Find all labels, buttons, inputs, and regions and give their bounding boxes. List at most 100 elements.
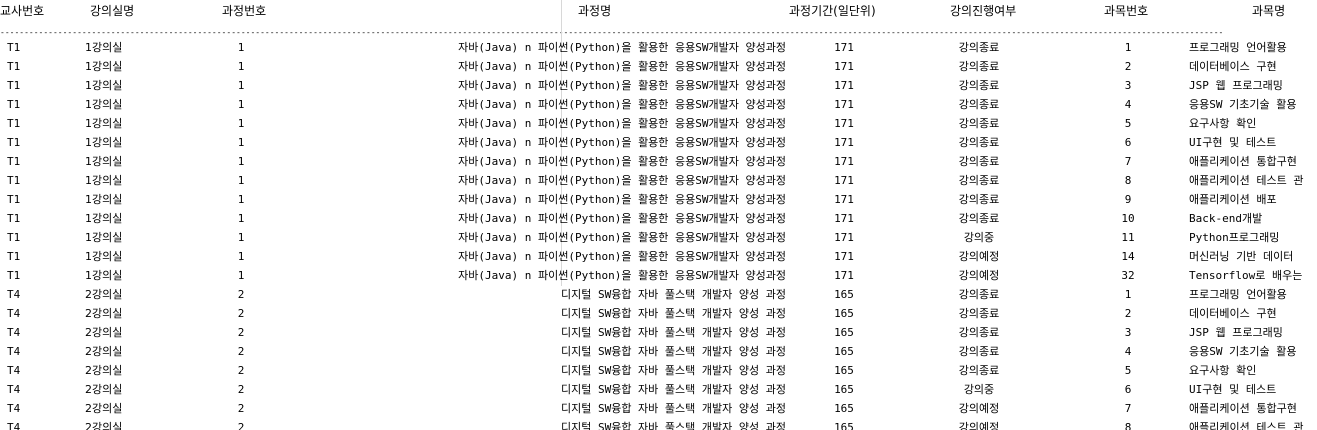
cell-lecture-status: 강의종료 [958, 60, 1000, 73]
table-row[interactable]: T1 1강의실 1 자바(Java) n 파이썬(Python)을 활용한 응용SW개… [0, 114, 1317, 133]
cell-teacher-id: T1 [7, 269, 21, 282]
cell-course-id: 1 [237, 193, 245, 206]
header-separator-line: ----------------------------------------… [0, 30, 1224, 36]
cell-subject-id: 32 [1121, 269, 1135, 282]
cell-course-name: 자바(Java) n 파이썬(Python)을 활용한 응용SW개발자 양성과정 [458, 41, 786, 54]
table-row[interactable]: T1 1강의실 1 자바(Java) n 파이썬(Python)을 활용한 응용SW개… [0, 38, 1317, 57]
cell-course-duration: 171 [834, 136, 854, 149]
cell-lecture-status: 강의종료 [958, 117, 1000, 130]
header-room-name[interactable]: 강의실명 [90, 4, 135, 18]
table-row[interactable]: T4 2강의실 2 디지털 SW융합 자바 풀스택 개발자 양성 과정 165 강의종료 2… [0, 304, 1317, 323]
cell-subject-id: 7 [1124, 155, 1132, 168]
cell-course-id: 1 [237, 212, 245, 225]
cell-subject-name: JSP 웹 프로그래밍 [1189, 79, 1283, 92]
table-row[interactable]: T1 1강의실 1 자바(Java) n 파이썬(Python)을 활용한 응용SW개… [0, 76, 1317, 95]
header-course-duration[interactable]: 과정기간(일단위) [789, 4, 876, 18]
cell-course-duration: 165 [834, 402, 854, 415]
cell-subject-name: 데이터베이스 구현 [1189, 60, 1277, 73]
cell-room-name: 1강의실 [85, 231, 123, 244]
cell-course-duration: 165 [834, 326, 854, 339]
cell-teacher-id: T4 [7, 421, 21, 430]
cell-course-duration: 165 [834, 383, 854, 396]
cell-subject-name: 애플리케이션 통합구현 [1189, 155, 1297, 168]
cell-subject-name: UI구현 및 테스트 [1189, 136, 1277, 149]
cell-subject-id: 8 [1124, 174, 1132, 187]
cell-course-name: 디지털 SW융합 자바 풀스택 개발자 양성 과정 [560, 421, 786, 430]
table-row[interactable]: T1 1강의실 1 자바(Java) n 파이썬(Python)을 활용한 응용SW개… [0, 95, 1317, 114]
cell-course-id: 2 [237, 288, 245, 301]
cell-course-name: 자바(Java) n 파이썬(Python)을 활용한 응용SW개발자 양성과정 [458, 174, 786, 187]
cell-room-name: 2강의실 [85, 402, 123, 415]
header-course-id[interactable]: 과정번호 [222, 4, 267, 18]
header-lecture-status[interactable]: 강의진행여부 [950, 4, 1017, 18]
header-teacher-id[interactable]: 교사번호 [0, 4, 45, 18]
table-row[interactable]: T1 1강의실 1 자바(Java) n 파이썬(Python)을 활용한 응용SW개… [0, 57, 1317, 76]
cell-lecture-status: 강의종료 [958, 155, 1000, 168]
cell-subject-name: 프로그래밍 언어활용 [1189, 41, 1287, 54]
cell-lecture-status: 강의종료 [958, 174, 1000, 187]
cell-subject-name: 응용SW 기초기술 활용 [1189, 98, 1297, 111]
cell-subject-name: Python프로그래밍 [1189, 231, 1280, 244]
cell-course-name: 자바(Java) n 파이썬(Python)을 활용한 응용SW개발자 양성과정 [458, 136, 786, 149]
cell-room-name: 1강의실 [85, 79, 123, 92]
cell-course-duration: 165 [834, 421, 854, 430]
table-row[interactable]: T4 2강의실 2 디지털 SW융합 자바 풀스택 개발자 양성 과정 165 강의종료 5… [0, 361, 1317, 380]
table-row[interactable]: T1 1강의실 1 자바(Java) n 파이썬(Python)을 활용한 응용SW개… [0, 190, 1317, 209]
cell-room-name: 1강의실 [85, 250, 123, 263]
cell-course-id: 2 [237, 345, 245, 358]
table-row[interactable]: T4 2강의실 2 디지털 SW융합 자바 풀스택 개발자 양성 과정 165 강의중 6 U… [0, 380, 1317, 399]
cell-lecture-status: 강의종료 [958, 193, 1000, 206]
cell-subject-id: 8 [1124, 421, 1132, 430]
table-row[interactable]: T4 2강의실 2 디지털 SW융합 자바 풀스택 개발자 양성 과정 165 강의예정 7… [0, 399, 1317, 418]
table-row[interactable]: T1 1강의실 1 자바(Java) n 파이썬(Python)을 활용한 응용SW개… [0, 133, 1317, 152]
cell-room-name: 2강의실 [85, 383, 123, 396]
cell-teacher-id: T1 [7, 250, 21, 263]
table-row[interactable]: T1 1강의실 1 자바(Java) n 파이썬(Python)을 활용한 응용SW개… [0, 247, 1317, 266]
cell-course-duration: 171 [834, 41, 854, 54]
cell-room-name: 1강의실 [85, 60, 123, 73]
cell-course-name: 자바(Java) n 파이썬(Python)을 활용한 응용SW개발자 양성과정 [458, 250, 786, 263]
cell-subject-id: 7 [1124, 402, 1132, 415]
table-row[interactable]: T1 1강의실 1 자바(Java) n 파이썬(Python)을 활용한 응용SW개… [0, 171, 1317, 190]
cell-subject-id: 1 [1124, 41, 1132, 54]
table-row[interactable]: T1 1강의실 1 자바(Java) n 파이썬(Python)을 활용한 응용SW개… [0, 266, 1317, 285]
cell-teacher-id: T1 [7, 174, 21, 187]
cell-course-duration: 165 [834, 307, 854, 320]
cell-room-name: 1강의실 [85, 269, 123, 282]
header-course-name[interactable]: 과정명 [578, 4, 612, 18]
cell-course-name: 자바(Java) n 파이썬(Python)을 활용한 응용SW개발자 양성과정 [458, 231, 786, 244]
table-row[interactable]: T4 2강의실 2 디지털 SW융합 자바 풀스택 개발자 양성 과정 165 강의종료 1… [0, 285, 1317, 304]
header-subject-name[interactable]: 과목명 [1252, 4, 1286, 18]
cell-subject-id: 14 [1121, 250, 1135, 263]
cell-course-duration: 165 [834, 345, 854, 358]
cell-teacher-id: T1 [7, 136, 21, 149]
cell-teacher-id: T4 [7, 345, 21, 358]
cell-subject-id: 11 [1121, 231, 1135, 244]
cell-course-id: 1 [237, 136, 245, 149]
cell-lecture-status: 강의중 [963, 231, 995, 244]
cell-course-duration: 171 [834, 79, 854, 92]
table-row[interactable]: T1 1강의실 1 자바(Java) n 파이썬(Python)을 활용한 응용SW개… [0, 152, 1317, 171]
cell-subject-id: 3 [1124, 79, 1132, 92]
cell-lecture-status: 강의종료 [958, 288, 1000, 301]
cell-course-id: 2 [237, 364, 245, 377]
cell-subject-id: 2 [1124, 307, 1132, 320]
header-subject-id[interactable]: 과목번호 [1104, 4, 1149, 18]
cell-course-name: 디지털 SW융합 자바 풀스택 개발자 양성 과정 [560, 288, 786, 301]
cell-subject-id: 6 [1124, 136, 1132, 149]
table-row[interactable]: T4 2강의실 2 디지털 SW융합 자바 풀스택 개발자 양성 과정 165 강의예정 8… [0, 418, 1317, 430]
cell-lecture-status: 강의종료 [958, 364, 1000, 377]
cell-teacher-id: T1 [7, 193, 21, 206]
table-row[interactable]: T1 1강의실 1 자바(Java) n 파이썬(Python)을 활용한 응용SW개… [0, 209, 1317, 228]
cell-teacher-id: T1 [7, 41, 21, 54]
table-row[interactable]: T1 1강의실 1 자바(Java) n 파이썬(Python)을 활용한 응용SW개… [0, 228, 1317, 247]
cell-subject-id: 6 [1124, 383, 1132, 396]
cell-room-name: 1강의실 [85, 98, 123, 111]
table-row[interactable]: T4 2강의실 2 디지털 SW융합 자바 풀스택 개발자 양성 과정 165 강의종료 4… [0, 342, 1317, 361]
cell-teacher-id: T4 [7, 307, 21, 320]
cell-lecture-status: 강의종료 [958, 307, 1000, 320]
cell-lecture-status: 강의예정 [958, 402, 1000, 415]
table-row[interactable]: T4 2강의실 2 디지털 SW융합 자바 풀스택 개발자 양성 과정 165 강의종료 3… [0, 323, 1317, 342]
cell-course-name: 자바(Java) n 파이썬(Python)을 활용한 응용SW개발자 양성과정 [458, 269, 786, 282]
